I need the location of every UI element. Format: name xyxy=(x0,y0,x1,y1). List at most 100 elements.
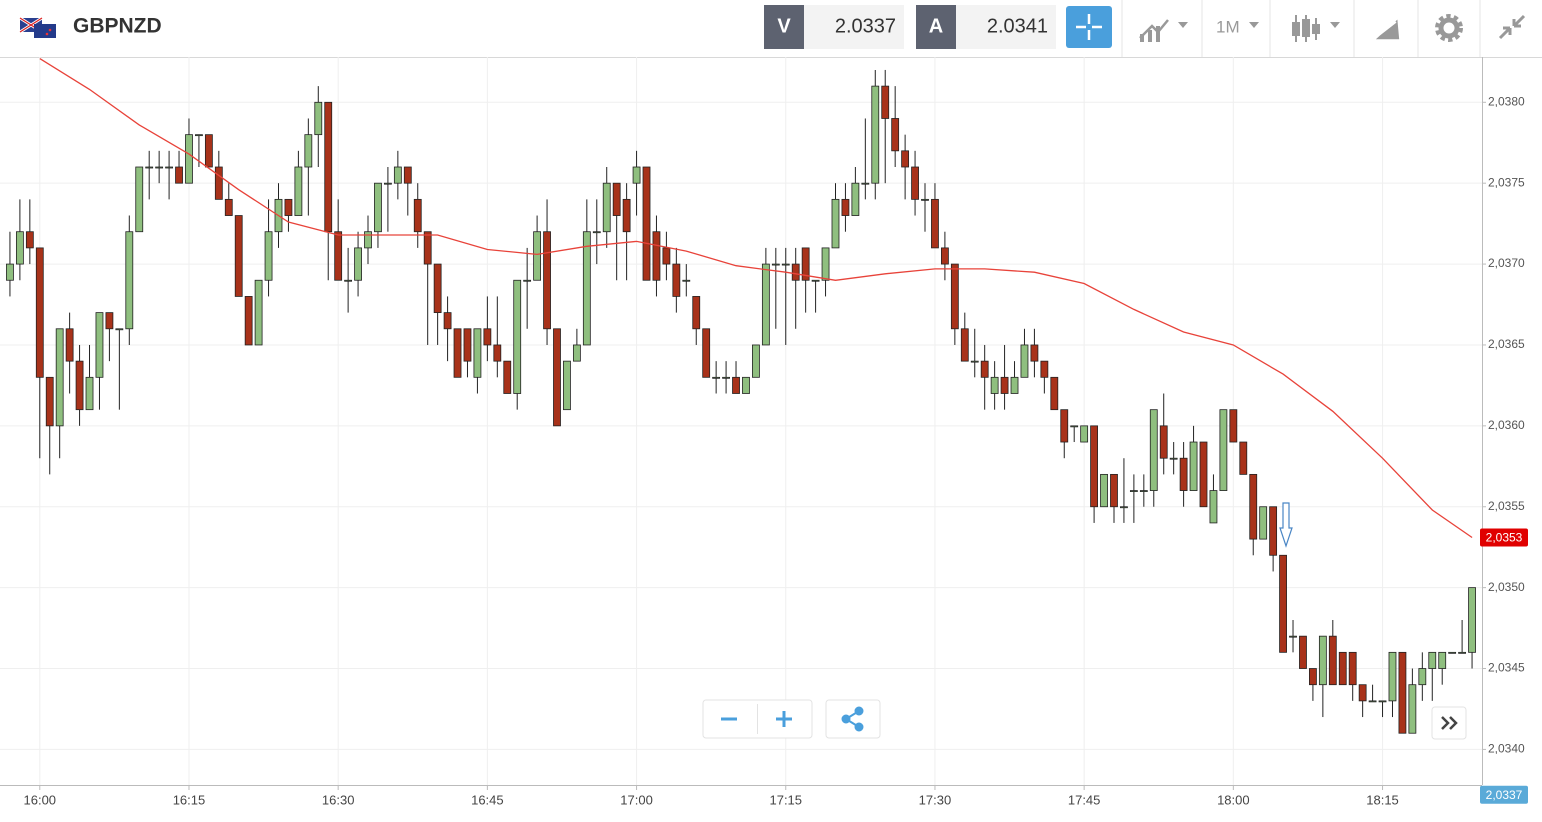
price-tag-label: 2,0337 xyxy=(1486,788,1523,802)
candle-body xyxy=(871,85,880,184)
candle-body xyxy=(473,328,482,378)
x-tick-label: 16:15 xyxy=(173,792,206,807)
toolbar-separators xyxy=(1121,0,1481,57)
bid-box[interactable] xyxy=(804,5,904,49)
collapse-button[interactable] xyxy=(1498,14,1526,40)
candle-body xyxy=(1428,651,1437,669)
x-tick-label: 18:15 xyxy=(1366,792,1399,807)
price-tag xyxy=(1480,528,1528,547)
candle-body xyxy=(791,263,800,281)
zoom-in-button[interactable] xyxy=(776,711,792,727)
candle-body xyxy=(185,134,193,184)
candle-body xyxy=(523,279,532,282)
timeframe[interactable]: 1M xyxy=(1216,17,1240,36)
candle-body xyxy=(602,182,611,233)
candle-body xyxy=(970,360,979,363)
candle-body xyxy=(155,166,164,169)
candle-body xyxy=(95,312,104,378)
candle-body xyxy=(1000,376,1009,394)
candle-body xyxy=(1348,651,1357,686)
candle-body xyxy=(1279,554,1287,653)
candle-body xyxy=(1139,490,1148,492)
candle-body xyxy=(1358,684,1367,702)
candle-body xyxy=(1110,473,1118,508)
candle-body xyxy=(1209,490,1218,524)
x-tick-label: 18:00 xyxy=(1217,792,1250,807)
candle-body xyxy=(1318,635,1327,686)
candle-body xyxy=(1189,441,1198,491)
crosshair-button[interactable] xyxy=(1066,6,1112,48)
bid-price: 2.0337 xyxy=(835,15,896,37)
candle-body xyxy=(563,360,571,411)
candle-body xyxy=(1199,441,1208,508)
candle-body xyxy=(483,328,492,346)
crosshair-icon xyxy=(1076,14,1102,40)
settings-button[interactable] xyxy=(1435,14,1463,42)
candle-body xyxy=(592,231,601,234)
candle-body xyxy=(1060,409,1069,443)
candle-body xyxy=(1219,409,1228,491)
candle-body xyxy=(503,360,512,394)
y-tick-label: 2,0340 xyxy=(1488,742,1525,756)
bid-button[interactable] xyxy=(764,5,804,49)
candle-body xyxy=(761,263,770,346)
candle-body xyxy=(1169,457,1178,460)
candle-body xyxy=(851,182,860,216)
x-tick-label: 17:30 xyxy=(919,792,952,807)
candle-body xyxy=(135,166,144,233)
share-icon xyxy=(841,706,864,732)
candle-body xyxy=(1129,490,1138,492)
flag-icon xyxy=(19,16,56,38)
candle-body xyxy=(1020,344,1029,378)
candle-body xyxy=(45,376,54,427)
candle-body xyxy=(622,198,631,233)
candle-body xyxy=(1070,425,1079,428)
candle-body xyxy=(1040,360,1049,378)
candle-body xyxy=(1239,441,1248,475)
x-tick-label: 17:45 xyxy=(1068,792,1101,807)
candle-body xyxy=(702,328,711,378)
candle-body xyxy=(224,198,233,216)
candle-body xyxy=(374,182,382,233)
candle-body xyxy=(1259,506,1268,540)
candle-body xyxy=(145,166,154,169)
y-tick-label: 2,0365 xyxy=(1488,337,1525,351)
candle-body xyxy=(911,166,919,200)
sell-marker xyxy=(1279,502,1293,548)
candle-body xyxy=(1010,376,1019,394)
candle-body xyxy=(1388,651,1397,702)
candle-body xyxy=(831,198,840,249)
share-button[interactable] xyxy=(825,699,881,739)
candle-body xyxy=(1249,473,1258,540)
candle-body xyxy=(334,231,343,281)
price-tag xyxy=(1480,785,1528,804)
y-tick-label: 2,0380 xyxy=(1488,94,1525,108)
candle-body xyxy=(980,360,989,378)
ask-box[interactable] xyxy=(956,5,1056,49)
candle-body xyxy=(35,247,44,378)
candle-body xyxy=(1338,651,1347,686)
candle-body xyxy=(453,328,462,378)
candle-body xyxy=(771,263,780,266)
candle-body xyxy=(204,134,213,168)
candle-body xyxy=(712,376,721,379)
ask-button[interactable] xyxy=(916,5,956,49)
y-tick-label: 2,0370 xyxy=(1488,256,1525,270)
moving-average xyxy=(39,58,1473,539)
candle-body xyxy=(463,328,472,362)
draw-button[interactable] xyxy=(1372,16,1401,41)
chart-type-button[interactable] xyxy=(1292,15,1340,42)
candle-body xyxy=(781,263,790,266)
candle-body xyxy=(1448,651,1457,654)
candle-body xyxy=(692,296,701,330)
candle-body xyxy=(940,247,949,265)
candle-body xyxy=(175,166,183,184)
x-tick-label: 17:00 xyxy=(620,792,653,807)
indicator-button[interactable] xyxy=(1139,19,1188,42)
candle-body xyxy=(294,166,303,216)
candle-body xyxy=(284,198,293,216)
candle-body xyxy=(891,118,900,152)
candle-body xyxy=(572,344,581,362)
candle-body xyxy=(125,231,134,330)
